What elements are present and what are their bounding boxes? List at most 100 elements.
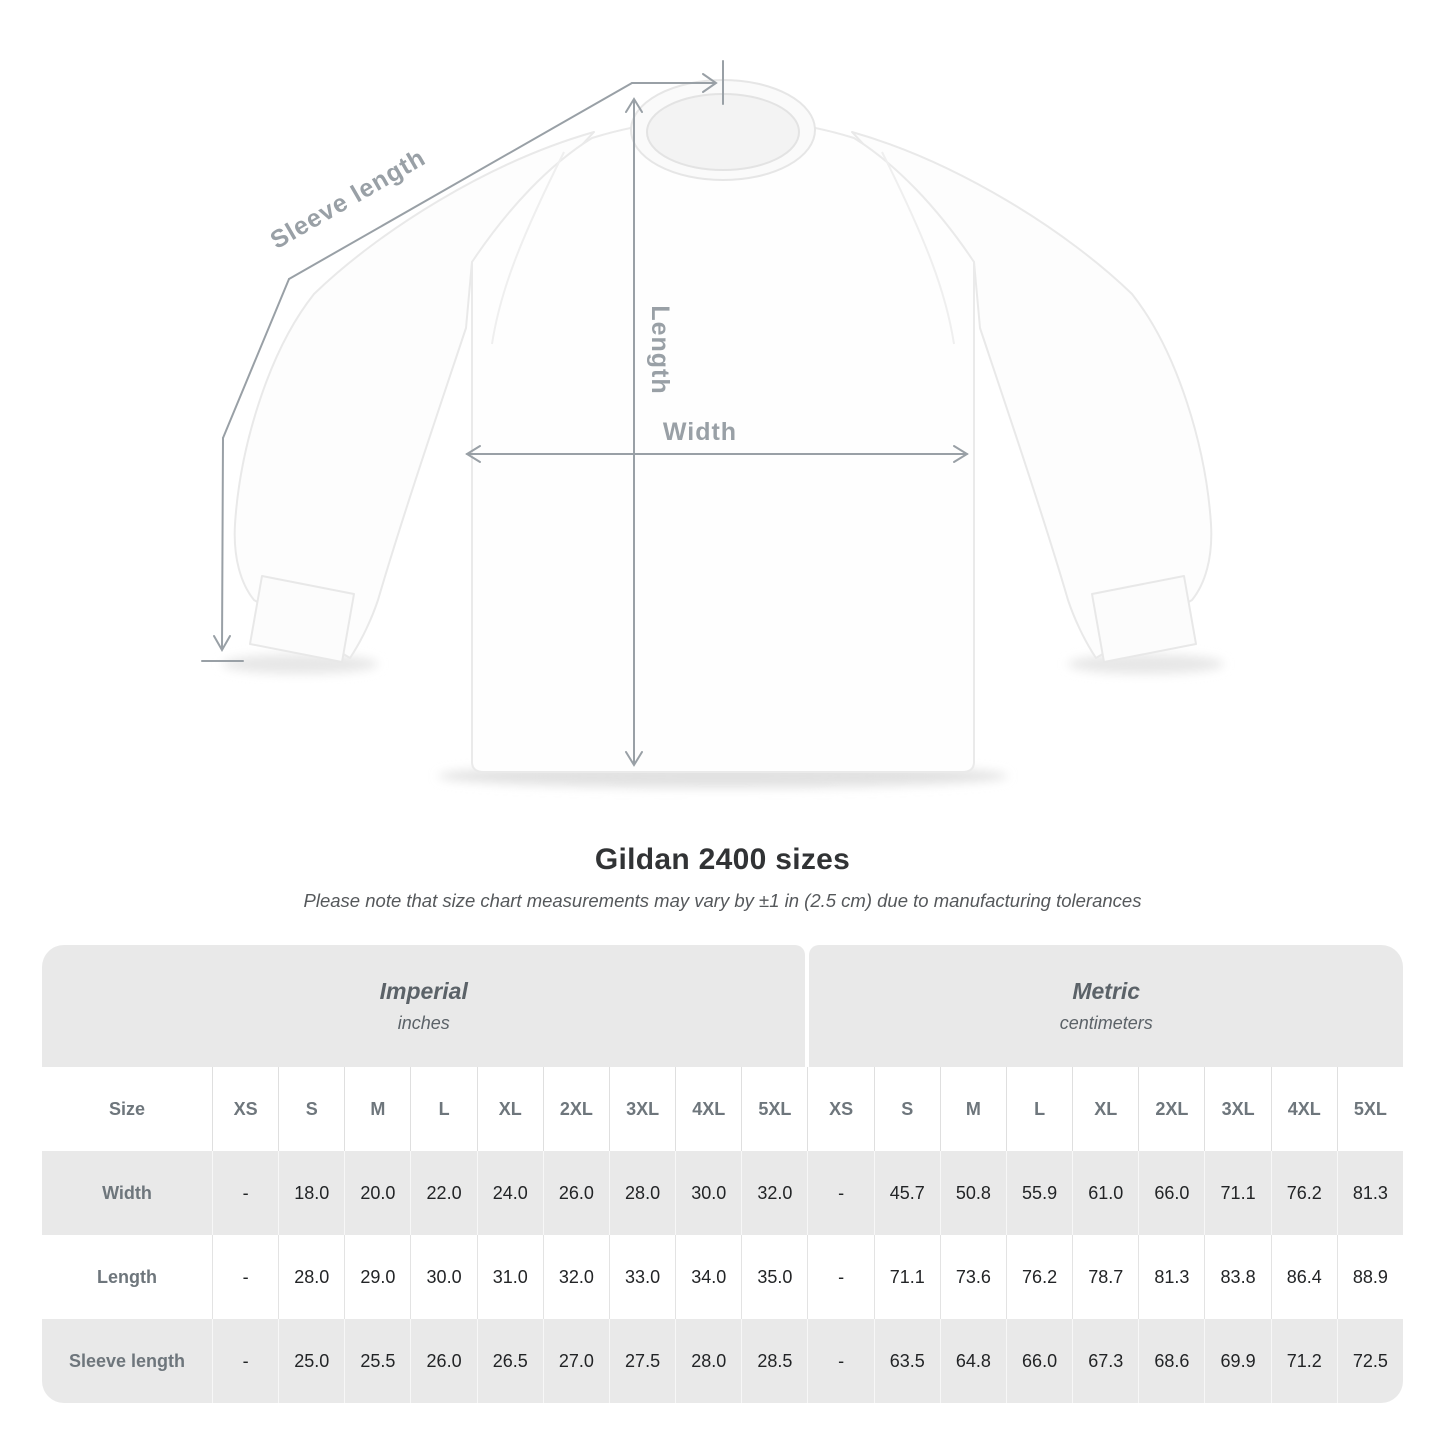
metric-unit-header: Metric centimeters <box>809 945 1403 1067</box>
value-cell: 86.4 <box>1270 1235 1337 1319</box>
right-sleeve <box>851 131 1213 659</box>
right-armhole-seam <box>881 151 955 345</box>
value-cell: 73.6 <box>939 1235 1006 1319</box>
value-cell: 81.3 <box>1336 1151 1403 1235</box>
value-cell: 20.0 <box>344 1151 411 1235</box>
right-cuff <box>1091 575 1197 663</box>
value-cell: 78.7 <box>1072 1235 1139 1319</box>
metric-unit: centimeters <box>1059 1013 1153 1033</box>
value-cell: 72.5 <box>1336 1319 1403 1403</box>
value-cell: 76.2 <box>1005 1235 1073 1319</box>
size-header-cell: XS <box>212 1067 279 1151</box>
value-cell: 28.0 <box>608 1151 676 1235</box>
value-cell: 76.2 <box>1270 1151 1337 1235</box>
value-cell: 61.0 <box>1072 1151 1139 1235</box>
size-header-cell: S <box>873 1067 940 1151</box>
value-cell: 30.0 <box>675 1151 742 1235</box>
value-cell: 33.0 <box>608 1235 676 1319</box>
size-header-cell: 3XL <box>1204 1067 1271 1151</box>
value-cell: - <box>212 1319 279 1403</box>
tolerance-note: Please note that size chart measurements… <box>303 890 1142 911</box>
size-header-cell: 2XL <box>1138 1067 1205 1151</box>
size-header-cell: L <box>1005 1067 1073 1151</box>
size-chart-table: Imperial inches Metric centimeters Size … <box>42 945 1403 1403</box>
size-header-cell: 4XL <box>675 1067 742 1151</box>
value-cell: 35.0 <box>741 1235 808 1319</box>
size-header-cell: S <box>278 1067 345 1151</box>
collar-inner <box>646 93 800 171</box>
value-cell: 28.0 <box>278 1235 345 1319</box>
value-cell: 68.6 <box>1138 1319 1205 1403</box>
size-header-cell: L <box>410 1067 477 1151</box>
imperial-unit: inches <box>397 1013 450 1033</box>
value-cell: 26.0 <box>410 1319 477 1403</box>
value-cell: 50.8 <box>939 1151 1006 1235</box>
length-label: Length <box>646 305 674 394</box>
value-cell: 83.8 <box>1204 1235 1271 1319</box>
value-cell: - <box>807 1319 874 1403</box>
page-title: Gildan 2400 sizes <box>594 843 851 876</box>
size-header-cell: 5XL <box>1336 1067 1403 1151</box>
size-header-cell: M <box>344 1067 411 1151</box>
left-armhole-seam <box>491 151 565 345</box>
value-cell: 32.0 <box>741 1151 808 1235</box>
row-label-sleeve-length: Sleeve length <box>42 1319 212 1403</box>
row-label-length: Length <box>42 1235 212 1319</box>
size-header-cell: XS <box>807 1067 874 1151</box>
value-cell: 63.5 <box>873 1319 940 1403</box>
value-cell: 45.7 <box>873 1151 940 1235</box>
left-cuff-shadow <box>222 654 378 674</box>
imperial-unit-header: Imperial inches <box>42 945 806 1067</box>
heading-block: Gildan 2400 sizes Please note that size … <box>0 843 1445 912</box>
left-cuff <box>249 575 355 663</box>
value-cell: 28.5 <box>741 1319 808 1403</box>
value-cell: 25.0 <box>278 1319 345 1403</box>
value-cell: 34.0 <box>675 1235 742 1319</box>
value-cell: 26.5 <box>476 1319 543 1403</box>
length-arrow <box>625 97 643 767</box>
value-cell: 66.0 <box>1005 1319 1073 1403</box>
value-cell: - <box>807 1235 874 1319</box>
value-cell: 67.3 <box>1072 1319 1139 1403</box>
value-cell: 32.0 <box>542 1235 609 1319</box>
value-cell: 26.0 <box>542 1151 609 1235</box>
size-header-cell: 5XL <box>741 1067 808 1151</box>
value-cell: 71.1 <box>873 1235 940 1319</box>
size-header-cell: XL <box>1072 1067 1139 1151</box>
left-sleeve <box>233 131 595 659</box>
row-label-width: Width <box>42 1151 212 1235</box>
shirt-measurement-diagram: Sleeve length Length Width <box>201 60 1224 788</box>
size-header-cell: XL <box>476 1067 543 1151</box>
value-cell: 88.9 <box>1336 1235 1403 1319</box>
metric-label: Metric <box>1072 978 1141 1004</box>
value-cell: 31.0 <box>476 1235 543 1319</box>
value-cell: 27.0 <box>542 1319 609 1403</box>
sleeve-length-line <box>201 60 724 662</box>
value-cell: 18.0 <box>278 1151 345 1235</box>
value-cell: 25.5 <box>344 1319 411 1403</box>
value-cell: 24.0 <box>476 1151 543 1235</box>
size-column-header: Size <box>42 1067 212 1151</box>
width-arrow <box>465 445 969 463</box>
shirt-body <box>471 117 975 773</box>
value-cell: 22.0 <box>410 1151 477 1235</box>
value-cell: - <box>807 1151 874 1235</box>
size-header-cell: 2XL <box>542 1067 609 1151</box>
value-cell: 81.3 <box>1138 1235 1205 1319</box>
value-cell: 55.9 <box>1005 1151 1073 1235</box>
value-cell: 69.9 <box>1204 1319 1271 1403</box>
value-cell: - <box>212 1151 279 1235</box>
right-cuff-shadow <box>1068 654 1224 674</box>
value-cell: 27.5 <box>608 1319 676 1403</box>
size-header-cell: 4XL <box>1270 1067 1337 1151</box>
value-cell: - <box>212 1235 279 1319</box>
size-header-cell: M <box>939 1067 1006 1151</box>
imperial-label: Imperial <box>379 978 468 1004</box>
value-cell: 71.2 <box>1270 1319 1337 1403</box>
value-cell: 66.0 <box>1138 1151 1205 1235</box>
value-cell: 71.1 <box>1204 1151 1271 1235</box>
width-label: Width <box>663 418 737 446</box>
size-header-cell: 3XL <box>608 1067 676 1151</box>
value-cell: 28.0 <box>675 1319 742 1403</box>
value-cell: 30.0 <box>410 1235 477 1319</box>
